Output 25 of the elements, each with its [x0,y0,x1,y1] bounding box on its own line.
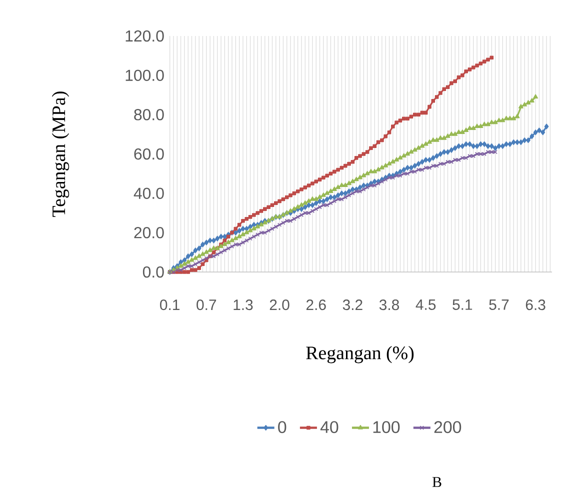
y-tick-label: 20.0 [134,227,164,238]
y-axis-title: Tegangan (MPa) [52,92,70,217]
x-tick-label: 3.2 [342,300,362,310]
legend-label: 100 [373,421,400,434]
y-tick-label: 100.0 [126,70,164,81]
y-tick-label: 80.0 [134,109,164,120]
y-tick-label: 60.0 [134,148,164,160]
legend-label: 0 [278,421,286,434]
x-tick-label: 2.0 [270,300,290,310]
y-tick-label: 120.0 [126,30,164,42]
x-tick-label: 5.7 [489,300,509,310]
x-tick-label: 0.7 [196,300,216,310]
x-tick-label: 2.6 [306,300,326,310]
text: B [432,477,442,487]
legend-label: 40 [320,421,338,434]
x-tick-label: 1.3 [234,300,253,310]
y-tick-label: 0.0 [142,266,164,278]
x-tick-label: 6.3 [526,300,546,310]
x-tick-label: 4.5 [416,300,436,310]
x-tick-label: 5.1 [452,300,472,310]
y-tick-label: 40.0 [134,188,164,199]
x-axis-title: Regangan (%) [306,346,414,364]
x-tick-label: 3.8 [379,300,399,310]
legend-label: 200 [434,421,462,434]
x-tick-label: 0.1 [160,300,180,310]
